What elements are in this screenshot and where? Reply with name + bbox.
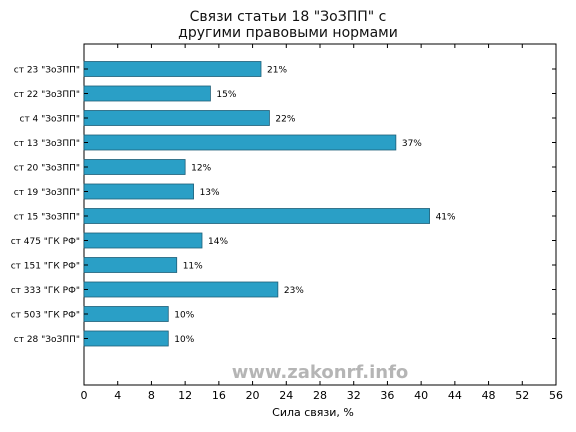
category-label: ст 503 "ГК РФ" [11,311,80,321]
value-label: 10% [174,311,194,321]
bar [83,159,186,175]
value-label: 12% [191,164,211,174]
x-tick-label: 44 [448,389,462,402]
x-tick-label: 48 [482,389,496,402]
category-label: ст 19 "ЗоЗПП" [14,188,80,198]
watermark-text: www.zakonrf.info [232,362,409,383]
category-label: ст 13 "ЗоЗПП" [14,139,80,149]
x-tick-label: 8 [148,389,155,402]
bar [83,183,194,200]
x-tick-label: 56 [549,389,563,402]
bar [83,232,203,249]
x-tick-label: 16 [212,389,226,402]
x-tick-label: 40 [414,389,428,402]
x-tick-label: 52 [515,389,529,402]
chart-title-line-1: Связи статьи 18 "ЗоЗПП" с [189,9,387,25]
value-label: 37% [402,139,422,149]
value-label: 14% [208,237,228,247]
category-label: ст 20 "ЗоЗПП" [14,164,80,174]
x-tick-label: 12 [178,389,192,402]
chart-title-line-2: другими правовыми нормами [178,25,398,41]
category-label: ст 22 "ЗоЗПП" [14,90,80,100]
value-label: 15% [216,90,236,100]
category-label: ст 23 "ЗоЗПП" [14,66,80,76]
category-label: ст 4 "ЗоЗПП" [20,115,81,125]
x-axis-label: Сила связи, % [272,406,354,419]
category-label: ст 475 "ГК РФ" [11,237,80,247]
value-label: 22% [275,115,295,125]
x-tick-label: 32 [347,389,361,402]
x-tick-label: 4 [114,389,121,402]
bar [83,110,270,126]
x-tick-label: 0 [81,389,88,402]
bar [83,208,430,224]
category-label: ст 28 "ЗоЗПП" [14,335,80,345]
x-tick-label: 28 [313,389,327,402]
x-tick-label: 24 [279,389,293,402]
x-tick-label: 20 [246,389,260,402]
category-label: ст 333 "ГК РФ" [11,286,80,296]
value-label: 41% [436,213,456,223]
value-label: 11% [183,262,203,272]
bar [83,281,279,298]
bar [83,257,178,273]
x-tick-label: 36 [380,389,394,402]
category-label: ст 15 "ЗоЗПП" [14,213,80,223]
bar [83,134,397,151]
value-label: 21% [267,66,287,76]
bar [83,85,211,102]
bar [83,306,169,322]
bar [83,330,169,347]
value-label: 10% [174,335,194,345]
value-label: 13% [200,188,220,198]
value-label: 23% [284,286,304,296]
category-label: ст 151 "ГК РФ" [11,262,80,272]
bar [83,61,262,77]
